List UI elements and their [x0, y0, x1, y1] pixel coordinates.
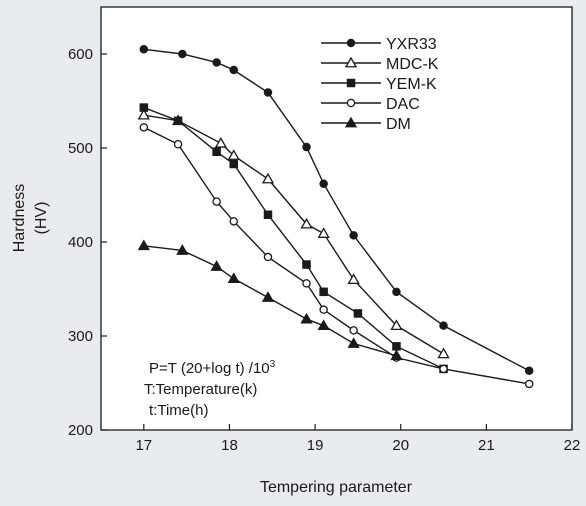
annotation-line-2: T:Temperature(k)	[144, 381, 257, 398]
data-point	[261, 291, 275, 302]
data-point	[439, 321, 448, 330]
series-yem-k	[139, 103, 448, 374]
data-point	[212, 147, 221, 157]
data-point	[319, 179, 328, 188]
legend-item: YXR33	[321, 36, 437, 53]
series-dm	[137, 239, 403, 361]
legend-item: DM	[321, 116, 411, 133]
y-tick-label: 500	[68, 140, 93, 157]
x-tick-label: 18	[221, 437, 238, 454]
y-tick-label: 300	[68, 328, 93, 345]
data-point	[347, 337, 360, 348]
y-axis-label-line-2: (HV)	[33, 202, 50, 235]
data-point	[261, 172, 275, 184]
data-point	[212, 197, 221, 206]
legend-marker	[346, 78, 356, 88]
data-point	[137, 108, 150, 120]
data-point	[229, 217, 238, 226]
data-point	[263, 88, 273, 97]
data-point	[353, 309, 363, 318]
data-point	[229, 65, 238, 75]
data-point	[139, 103, 149, 112]
x-tick-label: 19	[307, 437, 324, 454]
plot-area	[100, 6, 573, 431]
series-line	[143, 114, 444, 355]
legend-marker	[344, 56, 358, 68]
x-tick-label: 20	[392, 437, 409, 454]
data-point	[173, 139, 183, 149]
data-point	[524, 379, 534, 389]
data-point	[317, 319, 330, 331]
legend-marker	[346, 38, 356, 48]
data-point	[319, 305, 328, 314]
data-point	[524, 366, 534, 376]
data-point	[347, 273, 360, 285]
legend-label: DAC	[386, 96, 420, 113]
data-point	[210, 260, 223, 271]
legend-marker	[344, 116, 358, 128]
series-yxr33	[139, 45, 534, 376]
data-point	[390, 349, 403, 361]
data-point	[349, 326, 358, 335]
data-point	[229, 159, 238, 169]
data-point	[227, 272, 240, 284]
y-tick-label: 600	[68, 46, 93, 63]
data-point	[437, 347, 450, 359]
x-tick-label: 17	[135, 437, 152, 454]
series-mdc-k	[137, 108, 450, 359]
legend-label: YEM-K	[386, 76, 437, 93]
data-point	[319, 287, 328, 297]
series-layer	[137, 45, 534, 389]
series-line	[143, 106, 444, 370]
legend-item: YEM-K	[321, 76, 437, 93]
data-point	[300, 312, 313, 324]
data-point	[390, 319, 403, 331]
legend-label: YXR33	[386, 36, 437, 53]
annotation-line-1: P=T (20+log t) /103	[149, 359, 276, 377]
data-point	[139, 45, 149, 54]
data-point	[173, 116, 183, 125]
y-tick-label: 200	[68, 422, 93, 439]
y-axis-label-line-1: Hardness	[11, 184, 28, 252]
data-point	[227, 149, 240, 160]
legend-marker	[346, 98, 356, 108]
data-point	[139, 123, 149, 132]
axis-ticks: 17 18 19 20 21 22 200 300 400 500 600	[68, 46, 580, 454]
legend-label: MDC-K	[386, 56, 439, 73]
x-axis-label: Tempering parameter	[260, 479, 413, 496]
y-tick-label: 400	[68, 234, 93, 251]
data-point	[392, 342, 401, 351]
data-point	[317, 227, 330, 238]
data-point	[439, 364, 448, 374]
legend-item: DAC	[321, 96, 420, 113]
data-point	[302, 142, 311, 152]
data-point	[349, 231, 358, 240]
legend-label: DM	[386, 116, 411, 133]
data-point	[263, 210, 273, 219]
legend-item: MDC-K	[321, 56, 439, 73]
data-point	[302, 279, 311, 288]
data-point	[300, 217, 313, 229]
x-tick-label: 21	[478, 437, 495, 454]
data-point	[212, 58, 221, 67]
data-point	[176, 244, 189, 255]
data-point	[137, 239, 150, 251]
data-point	[263, 252, 273, 262]
annotation-line-3: t:Time(h)	[149, 402, 208, 419]
data-point	[302, 260, 311, 269]
data-point	[392, 287, 401, 297]
legend: YXR33 MDC-K YEM-K DAC DM	[321, 36, 439, 133]
data-point	[214, 136, 228, 148]
data-point	[178, 49, 187, 59]
x-tick-label: 22	[564, 437, 581, 454]
